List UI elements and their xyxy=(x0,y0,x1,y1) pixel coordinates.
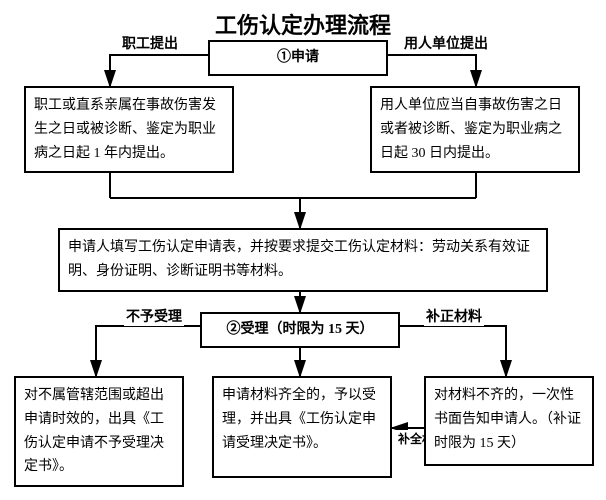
node-text: ①申请 xyxy=(277,50,319,65)
label-right-branch: 用人单位提出 xyxy=(402,33,490,53)
node-accept: ②受理（时限为 15 天） xyxy=(200,312,400,348)
node-text: 职工或直系亲属在事故伤害发生之日或被诊断、鉴定为职业病之日起 1 年内提出。 xyxy=(34,98,216,161)
node-text: ②受理（时限为 15 天） xyxy=(227,322,374,337)
node-mid: 申请人填写工伤认定申请表，并按要求提交工伤认定材料：劳动关系有效证明、身份证明、… xyxy=(58,228,548,292)
node-out-left: 对不属管辖范围或超出申请时效的，出具《工伤认定申请不予受理决定书》。 xyxy=(14,376,184,487)
label-reject: 不予受理 xyxy=(124,306,184,326)
node-out-middle: 申请材料齐全的，予以受理，并出具《工伤认定申请受理决定书》。 xyxy=(212,376,392,478)
node-text: 用人单位应当自事故伤害之日或者被诊断、鉴定为职业病之日起 30 日内提出。 xyxy=(380,98,562,161)
label-supplement: 补正材料 xyxy=(424,306,484,326)
node-apply: ①申请 xyxy=(208,40,388,76)
label-left-branch: 职工提出 xyxy=(120,33,180,53)
node-right1: 用人单位应当自事故伤害之日或者被诊断、鉴定为职业病之日起 30 日内提出。 xyxy=(370,86,580,173)
node-text: 对材料不齐的，一次性书面告知申请人。（补证时限为 15 天） xyxy=(434,388,581,451)
node-text: 申请材料齐全的，予以受理，并出具《工伤认定申请受理决定书》。 xyxy=(222,388,376,451)
node-text: 对不属管辖范围或超出申请时效的，出具《工伤认定申请不予受理决定书》。 xyxy=(24,388,164,474)
node-left1: 职工或直系亲属在事故伤害发生之日或被诊断、鉴定为职业病之日起 1 年内提出。 xyxy=(24,86,234,173)
page-title: 工伤认定办理流程 xyxy=(0,8,606,40)
node-text: 申请人填写工伤认定申请表，并按要求提交工伤认定材料：劳动关系有效证明、身份证明、… xyxy=(68,240,530,279)
node-out-right: 对材料不齐的，一次性书面告知申请人。（补证时限为 15 天） xyxy=(424,376,594,466)
